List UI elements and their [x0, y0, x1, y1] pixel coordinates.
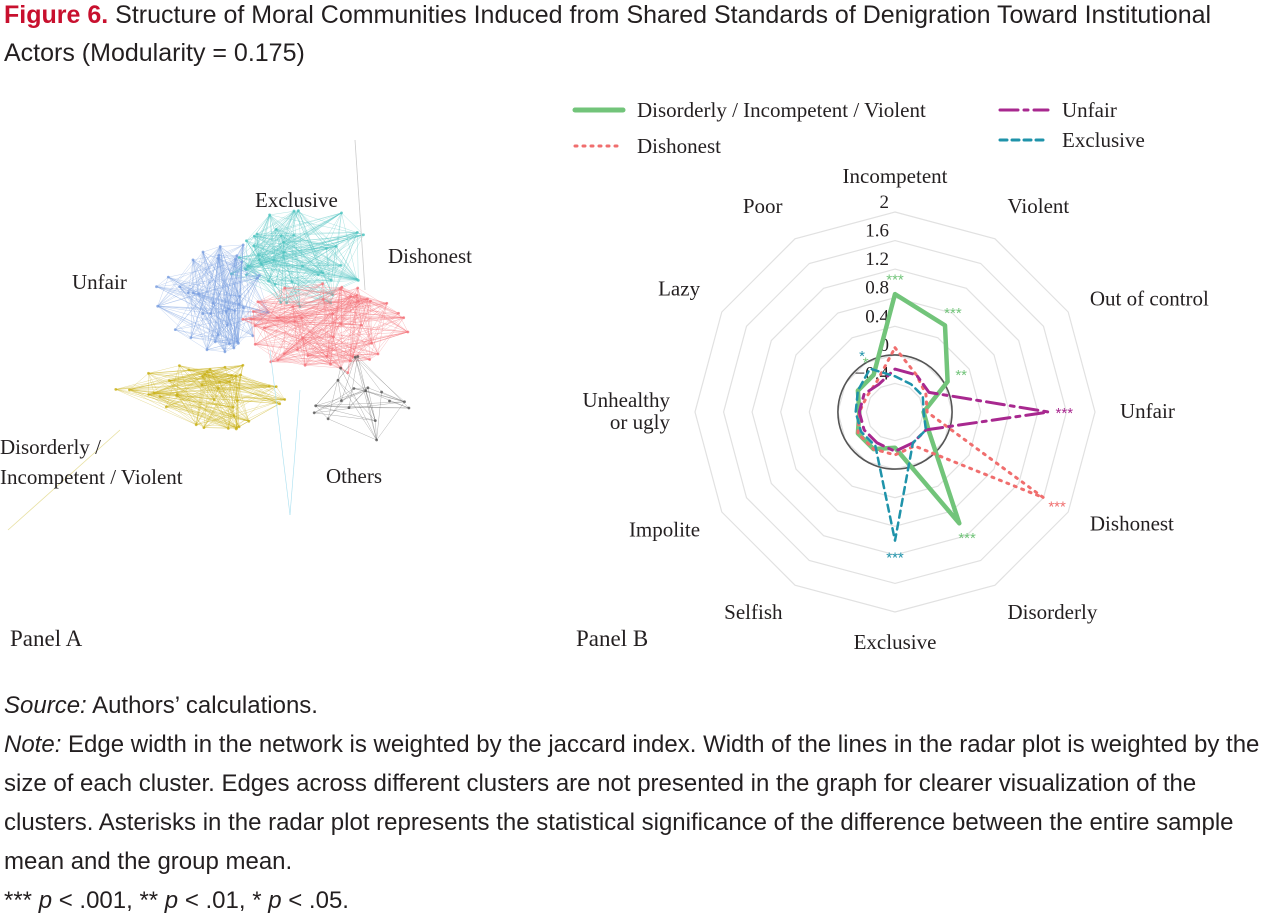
axis-label: Out of control	[1090, 287, 1209, 311]
tick-label: 1.6	[865, 221, 889, 242]
source-line: Source: Authors’ calculations.	[4, 686, 1280, 725]
significance-stars: ***	[1048, 499, 1066, 516]
series-line	[858, 294, 959, 523]
cluster-label: Others	[326, 464, 382, 488]
legend: Disorderly / Incompetent / Violent Dishon…	[575, 98, 1145, 158]
axis-label: Selfish	[724, 600, 783, 624]
network-graph: Exclusive Unfair Dishonest Disorderly / Inco…	[0, 130, 520, 550]
cluster-others	[313, 355, 410, 441]
legend-label: Exclusive	[1062, 128, 1145, 152]
p-symbol: p	[165, 887, 178, 914]
axis-label: Unfair	[1120, 399, 1175, 423]
note-text: Edge width in the network is weighted by…	[4, 731, 1259, 875]
cluster-label: Unfair	[72, 270, 127, 294]
note-line: Note: Edge width in the network is weigh…	[4, 725, 1280, 881]
significance-stars: **	[955, 367, 967, 384]
panel-a-label: Panel A	[10, 626, 82, 652]
cluster-label: Incompetent / Violent	[0, 465, 183, 489]
legend-label: Dishonest	[637, 134, 721, 158]
significance-text: < .001, **	[52, 887, 165, 914]
figure-label: Figure 6.	[4, 1, 108, 29]
significance-stars: *	[859, 348, 865, 365]
figure-notes: Source: Authors’ calculations. Note: Edg…	[4, 686, 1280, 920]
legend-label: Unfair	[1062, 98, 1117, 122]
axis-label: Dishonest	[1090, 512, 1174, 536]
radar-chart: −0.400.40.81.21.62IncompetentViolentOut …	[560, 90, 1260, 650]
axis-label: Violent	[1008, 194, 1070, 218]
cluster-label: Dishonest	[388, 244, 472, 268]
significance-legend: *** p < .001, ** p < .01, * p < .05.	[4, 881, 1280, 920]
significance-text: ***	[4, 887, 39, 914]
tick-label: 1.2	[865, 249, 889, 270]
cluster-disorderly-incompetent-violent	[114, 364, 286, 430]
legend-label: Disorderly / Incompetent / Violent	[637, 98, 926, 122]
axis-label: Lazy	[658, 277, 700, 301]
axis-label: Unhealthy	[583, 388, 671, 412]
stray-edge	[355, 140, 365, 290]
grid-ring	[809, 326, 980, 497]
significance-stars: ***	[886, 271, 904, 288]
significance-text: < .05.	[282, 887, 349, 914]
cluster-dishonest	[241, 282, 409, 374]
significance-stars: ***	[944, 305, 962, 322]
significance-stars: ***	[886, 549, 904, 566]
stray-edge	[290, 390, 300, 515]
figure-title: Structure of Moral Communities Induced f…	[4, 1, 1211, 67]
cluster-label: Exclusive	[255, 188, 338, 212]
significance-text: < .01, *	[178, 887, 268, 914]
axis-label: Incompetent	[843, 164, 948, 188]
axis-label: Exclusive	[854, 630, 937, 650]
grid-ring	[752, 269, 1038, 555]
panel-b-label: Panel B	[576, 626, 648, 652]
source-label: Source:	[4, 692, 87, 719]
significance-stars: ***	[958, 530, 976, 547]
axis-label: Disorderly	[1008, 600, 1098, 624]
figure-caption: Figure 6. Structure of Moral Communities…	[4, 0, 1276, 72]
source-text: Authors’ calculations.	[87, 692, 318, 719]
note-label: Note:	[4, 731, 61, 758]
significance-stars: ***	[1056, 405, 1074, 422]
axis-label: or ugly	[610, 410, 671, 434]
cluster-label: Disorderly /	[0, 435, 101, 459]
axis-label: Poor	[743, 194, 783, 218]
tick-label: 2	[880, 192, 890, 213]
axis-label: Impolite	[629, 518, 700, 542]
p-symbol: p	[39, 887, 52, 914]
stray-edge	[270, 350, 290, 515]
p-symbol: p	[268, 887, 281, 914]
grid-ring	[866, 383, 923, 440]
grid-ring	[781, 298, 1010, 527]
